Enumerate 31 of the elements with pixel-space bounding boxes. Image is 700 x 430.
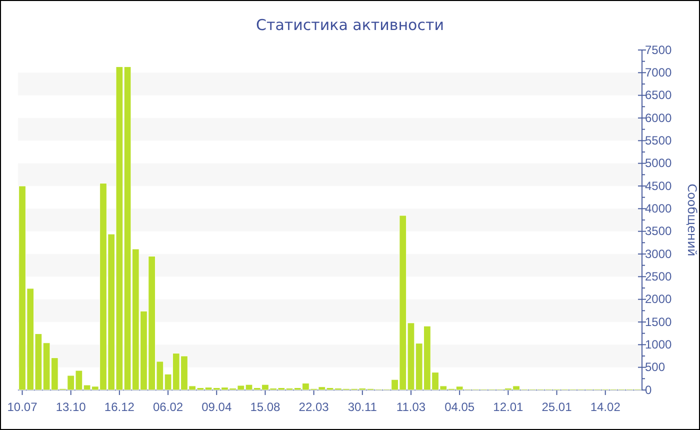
x-tick-label: 13.10: [56, 400, 86, 414]
y-tick-label: 7000: [645, 66, 672, 80]
chart-title: Статистика активности: [256, 16, 444, 34]
x-tick-label: 16.12: [104, 400, 135, 414]
y-tick-label: 5500: [645, 134, 672, 148]
y-tick-label: 5000: [645, 156, 672, 170]
y-tick-label: 3500: [645, 224, 672, 238]
y-tick-label: 6000: [645, 110, 672, 125]
x-tick-label: 06.02: [153, 400, 184, 414]
y-tick-label: 4000: [645, 202, 672, 216]
x-tick-label: 11.03: [396, 400, 426, 414]
y-tick-label: 1500: [645, 314, 672, 329]
x-tick-label: 25.01: [542, 400, 572, 414]
y-axis-title: Сообщений: [685, 184, 699, 256]
x-tick-label: 30.11: [348, 400, 378, 414]
y-tick-label: 7500: [645, 42, 672, 57]
y-tick-label: 0: [645, 382, 652, 397]
y-tick-label: 6500: [645, 88, 672, 102]
y-tick-label: 2500: [645, 270, 672, 284]
y-tick-label: 2000: [645, 292, 672, 306]
x-tick-label: 22.03: [298, 400, 330, 414]
x-tick-label: 09.04: [202, 400, 232, 414]
x-tick-label: 10.07: [7, 400, 38, 414]
y-tick-label: 3000: [645, 246, 672, 261]
y-tick-label: 500: [645, 360, 666, 374]
x-tick-label: 12.01: [493, 400, 524, 414]
x-tick-label: 14.02: [590, 400, 621, 414]
x-tick-label: 15.08: [250, 400, 281, 414]
y-tick-label: 1000: [645, 338, 672, 352]
x-tick-label: 04.05: [444, 400, 475, 414]
y-tick-label: 4500: [645, 178, 672, 193]
